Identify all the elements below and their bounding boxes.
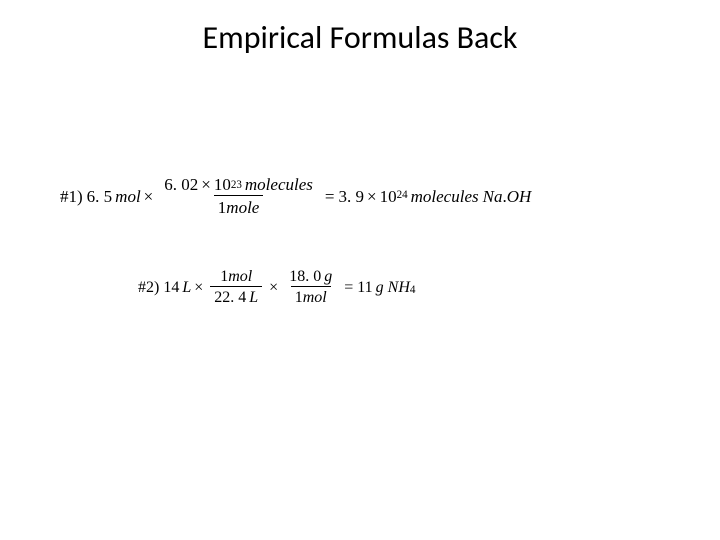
page-title: Empirical Formulas Back xyxy=(0,18,720,57)
eq2-compound: NH xyxy=(388,279,410,297)
eq2-times2: × xyxy=(269,279,278,297)
eq1-fraction: 6. 02 × 10 23 molecules 1 mole xyxy=(160,175,317,218)
eq1-times: × xyxy=(144,187,154,207)
eq2-lhs-unit: L xyxy=(182,279,191,297)
eq2-lhs-value: 14 xyxy=(163,279,179,297)
eq1-num-base: 10 xyxy=(214,175,231,195)
eq1-compound-a: Na xyxy=(483,187,503,207)
eq2-f2-num-unit: g xyxy=(324,268,332,286)
eq2-equals: = xyxy=(344,279,353,297)
eq2-rhs-unit: g xyxy=(376,279,384,297)
eq1-label: #1) xyxy=(60,187,83,207)
eq1-num-exp: 23 xyxy=(231,179,242,191)
eq1-rhs-exp: 24 xyxy=(397,189,408,201)
eq1-num-times: × xyxy=(201,175,211,195)
eq2-compound-sub: 4 xyxy=(410,284,416,296)
eq2-f1-num-value: 1 xyxy=(220,268,228,286)
eq2-f2-den-unit: mol xyxy=(303,289,327,307)
eq1-rhs-base: 10 xyxy=(380,187,397,207)
eq2-f1-num-unit: mol xyxy=(228,268,252,286)
eq2-f1-den-unit: L xyxy=(249,289,258,307)
eq1-lhs-value: 6. 5 xyxy=(87,187,113,207)
eq2-f2-den-value: 1 xyxy=(295,289,303,307)
eq1-num-coef: 6. 02 xyxy=(164,175,198,195)
equation-2: #2) 14 L × 1 mol 22. 4 L × 18. 0 g 1 mol… xyxy=(138,268,415,307)
eq1-rhs-coef: 3. 9 xyxy=(338,187,364,207)
eq2-rhs-value: 11 xyxy=(357,279,372,297)
eq2-fraction2: 18. 0 g 1 mol xyxy=(285,268,336,307)
eq1-rhs-times: × xyxy=(367,187,377,207)
eq1-equals: = xyxy=(325,187,335,207)
eq2-times1: × xyxy=(194,279,203,297)
eq1-compound-b: OH xyxy=(507,187,532,207)
equation-1: #1) 6. 5 mol × 6. 02 × 10 23 molecules 1… xyxy=(60,175,531,218)
eq1-lhs-unit: mol xyxy=(115,187,141,207)
eq2-fraction1: 1 mol 22. 4 L xyxy=(210,268,262,307)
eq2-f2-num-value: 18. 0 xyxy=(289,268,321,286)
eq2-label: #2) xyxy=(138,279,159,297)
eq1-num-unit: molecules xyxy=(245,175,313,195)
eq1-rhs-unit-molecules: molecules xyxy=(411,187,479,207)
eq2-f1-den-value: 22. 4 xyxy=(214,289,246,307)
eq1-den-unit: mole xyxy=(226,198,259,218)
eq1-den-value: 1 xyxy=(218,198,227,218)
